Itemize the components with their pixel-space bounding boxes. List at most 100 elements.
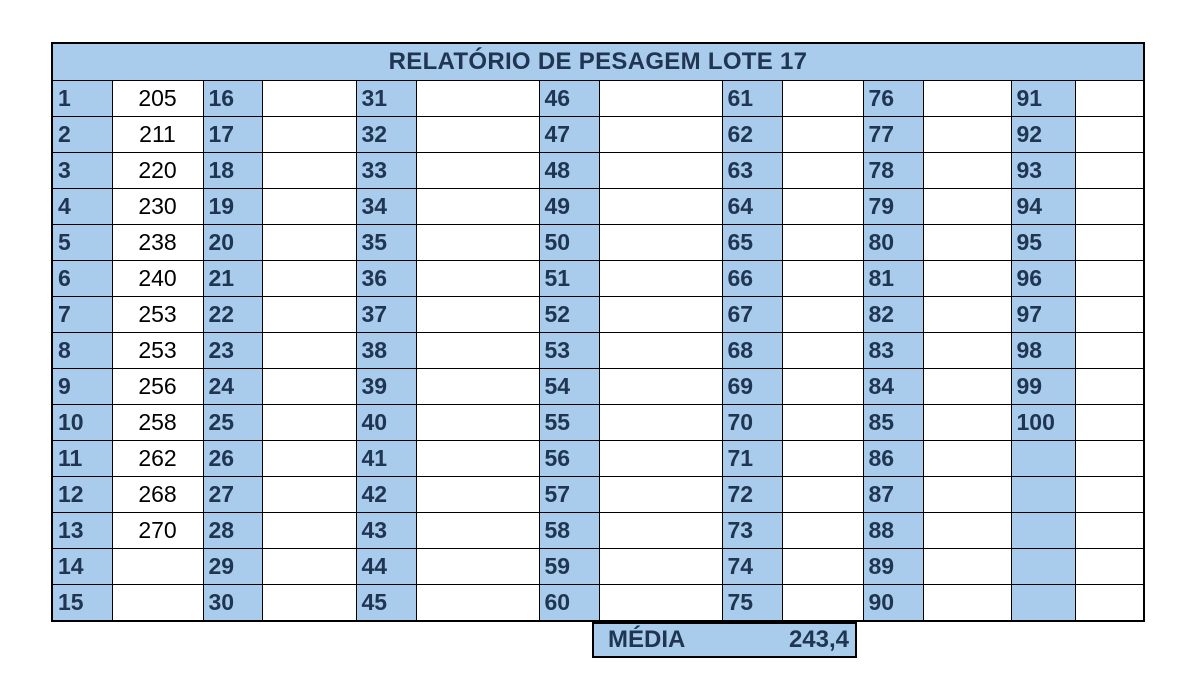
- weight-value-cell: [922, 548, 1012, 585]
- animal-number-cell: 54: [538, 368, 600, 405]
- animal-number-cell: 96: [1010, 260, 1076, 297]
- animal-number-cell: 41: [355, 440, 417, 477]
- animal-number-cell: 78: [862, 152, 924, 189]
- animal-number-cell: 13: [53, 512, 113, 549]
- animal-number-cell: 42: [355, 476, 417, 513]
- animal-number-cell: 62: [721, 116, 783, 153]
- average-value: 243,4: [788, 626, 849, 653]
- average-box: MÉDIA 243,4: [592, 622, 857, 658]
- animal-number-cell: 28: [202, 512, 263, 549]
- weight-value-cell: [922, 512, 1012, 549]
- weight-value-cell: [111, 584, 204, 620]
- weight-value-cell: [415, 152, 540, 189]
- animal-number-cell: 85: [862, 404, 924, 441]
- weight-value-cell: 230: [111, 188, 204, 225]
- weight-value-cell: [415, 584, 540, 620]
- animal-number-cell: 23: [202, 332, 263, 369]
- weight-value-cell: [1074, 81, 1143, 117]
- weight-value-cell: [781, 224, 864, 261]
- animal-number-cell: 31: [355, 81, 417, 117]
- weight-value-cell: 256: [111, 368, 204, 405]
- animal-number-cell: 8: [53, 332, 113, 369]
- animal-number-cell: 95: [1010, 224, 1076, 261]
- weight-value-cell: [598, 368, 723, 405]
- weight-value-cell: [781, 81, 864, 117]
- table-row: 3 220 18 33 48 63 78 93: [53, 152, 1143, 189]
- weight-value-cell: [1074, 548, 1143, 585]
- weight-value-cell: [261, 368, 357, 405]
- weight-value-cell: [415, 116, 540, 153]
- animal-number-cell: 6: [53, 260, 113, 297]
- weight-value-cell: [415, 188, 540, 225]
- animal-number-cell: 27: [202, 476, 263, 513]
- weight-value-cell: [261, 260, 357, 297]
- animal-number-cell: 35: [355, 224, 417, 261]
- table-row: 6 240 21 36 51 66 81 96: [53, 260, 1143, 297]
- weight-value-cell: [415, 368, 540, 405]
- animal-number-cell: 15: [53, 584, 113, 620]
- weight-value-cell: [261, 512, 357, 549]
- animal-number-cell: 34: [355, 188, 417, 225]
- animal-number-cell: 87: [862, 476, 924, 513]
- animal-number-cell: 67: [721, 296, 783, 333]
- table-row: 5 238 20 35 50 65 80 95: [53, 224, 1143, 261]
- animal-number-cell: 69: [721, 368, 783, 405]
- animal-number-cell: 47: [538, 116, 600, 153]
- animal-number-cell: 29: [202, 548, 263, 585]
- weighing-report-sheet: RELATÓRIO DE PESAGEM LOTE 17 1 205 16 31 46 6…: [51, 42, 1145, 622]
- animal-number-cell: 80: [862, 224, 924, 261]
- weight-value-cell: 262: [111, 440, 204, 477]
- weight-value-cell: [1074, 260, 1143, 297]
- animal-number-cell: 52: [538, 296, 600, 333]
- weight-value-cell: [781, 260, 864, 297]
- weight-value-cell: [415, 404, 540, 441]
- animal-number-cell: 71: [721, 440, 783, 477]
- weight-value-cell: [261, 476, 357, 513]
- weight-value-cell: 253: [111, 296, 204, 333]
- animal-number-cell: 36: [355, 260, 417, 297]
- weight-value-cell: [415, 81, 540, 117]
- animal-number-cell: 49: [538, 188, 600, 225]
- weight-value-cell: 220: [111, 152, 204, 189]
- animal-number-cell: 65: [721, 224, 783, 261]
- weight-value-cell: 258: [111, 404, 204, 441]
- weight-value-cell: [922, 224, 1012, 261]
- weight-value-cell: [261, 152, 357, 189]
- table-row: 13 270 28 43 58 73 88: [53, 512, 1143, 549]
- weight-value-cell: 211: [111, 116, 204, 153]
- animal-number-cell: 70: [721, 404, 783, 441]
- weight-value-cell: [922, 332, 1012, 369]
- weighing-table: 1 205 16 31 46 61 76 91 2 211 17 32 47 62 77 92 3 220 18 33…: [53, 81, 1143, 620]
- table-row: 2 211 17 32 47 62 77 92: [53, 116, 1143, 153]
- weight-value-cell: [598, 404, 723, 441]
- animal-number-cell: 14: [53, 548, 113, 585]
- weight-value-cell: [922, 440, 1012, 477]
- weight-value-cell: [598, 548, 723, 585]
- animal-number-cell: 56: [538, 440, 600, 477]
- table-row: 15 30 45 60 75 90: [53, 584, 1143, 620]
- animal-number-cell: 5: [53, 224, 113, 261]
- animal-number-cell: [1010, 476, 1076, 513]
- table-row: 10 258 25 40 55 70 85 100: [53, 404, 1143, 441]
- animal-number-cell: 99: [1010, 368, 1076, 405]
- animal-number-cell: 45: [355, 584, 417, 620]
- weight-value-cell: [415, 476, 540, 513]
- weight-value-cell: [261, 404, 357, 441]
- animal-number-cell: 48: [538, 152, 600, 189]
- animal-number-cell: 43: [355, 512, 417, 549]
- weight-value-cell: [781, 332, 864, 369]
- animal-number-cell: 60: [538, 584, 600, 620]
- animal-number-cell: 12: [53, 476, 113, 513]
- animal-number-cell: 77: [862, 116, 924, 153]
- animal-number-cell: 21: [202, 260, 263, 297]
- animal-number-cell: 97: [1010, 296, 1076, 333]
- weight-value-cell: [781, 152, 864, 189]
- animal-number-cell: 2: [53, 116, 113, 153]
- weight-value-cell: 268: [111, 476, 204, 513]
- weight-value-cell: [781, 296, 864, 333]
- weight-value-cell: [415, 512, 540, 549]
- animal-number-cell: [1010, 548, 1076, 585]
- table-row: 12 268 27 42 57 72 87: [53, 476, 1143, 513]
- animal-number-cell: 88: [862, 512, 924, 549]
- weight-value-cell: [922, 368, 1012, 405]
